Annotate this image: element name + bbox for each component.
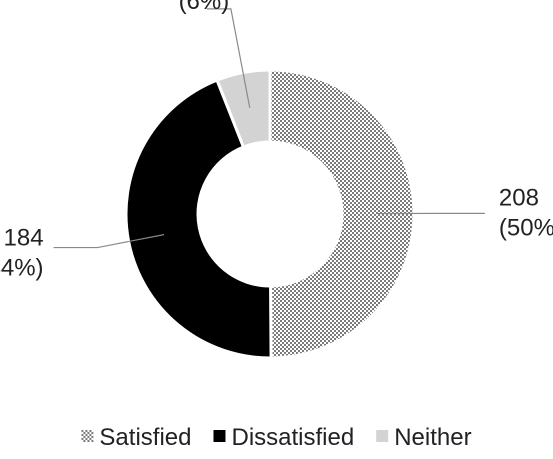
- donut-slices: [124, 68, 416, 360]
- slice-satisfied: [268, 68, 416, 360]
- legend-swatch-dissatisfied: [213, 430, 226, 442]
- legend-swatch-satisfied: [81, 430, 94, 442]
- leader-lines: [53, 8, 485, 249]
- slice-neither: [215, 68, 272, 149]
- data-label-percent-neither: (6%): [179, 0, 230, 15]
- legend: Satisfied Dissatisfied Neither: [81, 424, 472, 451]
- data-labels: 208(50%)184(44%)25(6%): [0, 0, 553, 282]
- slice-dissatisfied: [124, 78, 273, 360]
- leader-line-dissatisfied: [53, 234, 165, 249]
- legend-label-neither: Neither: [394, 424, 471, 451]
- data-label-percent-dissatisfied: (44%): [0, 255, 44, 282]
- leader-line-neither: [206, 8, 251, 109]
- legend-label-satisfied: Satisfied: [99, 424, 191, 451]
- data-label-percent-satisfied: (50%): [499, 214, 553, 241]
- data-label-value-dissatisfied: 184: [4, 225, 44, 252]
- data-label-value-satisfied: 208: [499, 184, 539, 211]
- legend-swatch-neither: [376, 430, 389, 442]
- legend-label-dissatisfied: Dissatisfied: [231, 424, 354, 451]
